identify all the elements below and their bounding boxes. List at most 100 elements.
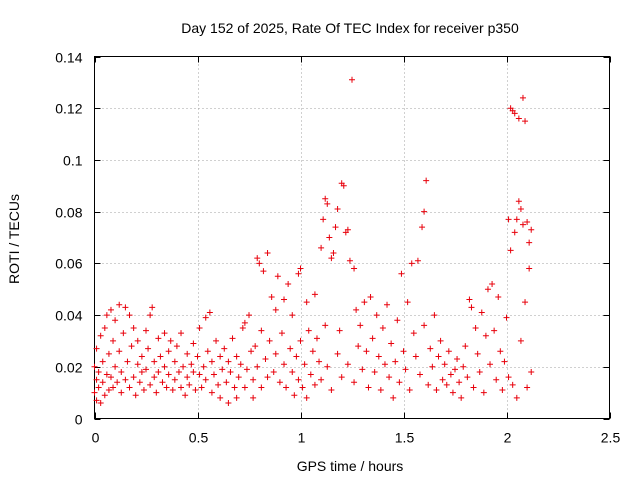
data-point xyxy=(460,363,467,370)
data-point xyxy=(511,110,518,117)
data-point xyxy=(138,368,145,375)
data-point xyxy=(112,363,119,370)
data-point xyxy=(175,368,182,375)
y-tick-label: 0 xyxy=(75,412,83,428)
x-tick-label: 2 xyxy=(504,430,512,446)
data-point xyxy=(278,330,285,337)
data-point xyxy=(384,301,391,308)
data-point xyxy=(264,374,271,381)
data-point xyxy=(283,384,290,391)
data-point xyxy=(192,387,199,394)
data-points xyxy=(91,76,535,406)
data-point xyxy=(501,358,508,365)
data-point xyxy=(299,384,306,391)
data-point xyxy=(202,314,209,321)
data-point xyxy=(161,330,168,337)
data-point xyxy=(320,216,327,223)
data-point xyxy=(225,399,232,406)
data-point xyxy=(309,348,316,355)
data-point xyxy=(355,343,362,350)
data-point xyxy=(357,322,364,329)
data-point xyxy=(394,317,401,324)
data-point xyxy=(493,376,500,383)
y-tick-label: 0.1 xyxy=(63,153,83,169)
data-point xyxy=(99,358,106,365)
data-point xyxy=(258,327,265,334)
data-point xyxy=(268,293,275,300)
data-point xyxy=(519,94,526,101)
data-point xyxy=(346,257,353,264)
data-point xyxy=(361,299,368,306)
data-point xyxy=(124,358,131,365)
data-point xyxy=(116,301,123,308)
data-point xyxy=(118,389,125,396)
data-point xyxy=(363,348,370,355)
data-point xyxy=(256,260,263,267)
data-point xyxy=(324,363,331,370)
data-point xyxy=(412,353,419,360)
grid xyxy=(94,56,610,419)
data-point xyxy=(116,348,123,355)
data-point xyxy=(528,368,535,375)
data-point xyxy=(107,306,114,313)
data-point xyxy=(423,177,430,184)
data-point xyxy=(196,371,203,378)
data-point xyxy=(143,327,149,334)
data-point xyxy=(522,118,529,125)
data-point xyxy=(462,343,469,350)
data-point xyxy=(359,366,366,373)
data-point xyxy=(505,216,512,223)
data-point xyxy=(93,397,100,404)
data-point xyxy=(338,374,345,381)
y-tick-label: 0.14 xyxy=(55,50,82,66)
data-point xyxy=(311,381,318,388)
data-point xyxy=(307,371,314,378)
data-point xyxy=(233,394,240,401)
data-point xyxy=(441,361,448,368)
data-point xyxy=(408,260,415,267)
data-point xyxy=(318,376,325,383)
data-point xyxy=(130,374,137,381)
data-point xyxy=(208,389,215,396)
data-point xyxy=(484,286,491,293)
y-tick-label: 0.06 xyxy=(55,256,82,272)
data-point xyxy=(437,337,444,344)
data-point xyxy=(513,394,520,401)
data-point xyxy=(287,345,294,352)
data-point xyxy=(474,350,481,357)
data-point xyxy=(503,314,510,321)
data-point xyxy=(227,368,234,375)
data-point xyxy=(101,325,108,331)
data-point xyxy=(476,368,483,375)
data-point xyxy=(145,345,152,352)
data-point xyxy=(258,384,265,391)
data-point xyxy=(324,200,331,207)
data-point xyxy=(223,379,230,386)
data-point xyxy=(169,387,176,394)
data-point xyxy=(334,350,341,357)
data-point xyxy=(344,361,351,368)
data-point xyxy=(105,387,112,394)
data-point xyxy=(246,312,252,319)
data-point xyxy=(248,348,255,355)
data-point xyxy=(454,356,461,363)
data-point xyxy=(243,366,250,373)
data-point xyxy=(297,265,304,272)
data-point xyxy=(414,257,421,264)
data-point xyxy=(103,371,110,378)
data-point xyxy=(351,379,358,386)
data-point xyxy=(499,387,506,394)
data-point xyxy=(241,384,248,391)
data-point xyxy=(511,229,518,236)
data-point xyxy=(196,325,203,331)
data-point xyxy=(91,389,98,396)
data-point xyxy=(305,327,312,334)
data-point xyxy=(336,327,343,334)
data-point xyxy=(130,325,137,331)
data-point xyxy=(480,389,487,396)
data-point xyxy=(239,325,246,331)
data-point xyxy=(110,384,117,391)
plot-frame xyxy=(94,56,610,419)
data-point xyxy=(120,330,127,337)
data-point xyxy=(289,312,296,319)
